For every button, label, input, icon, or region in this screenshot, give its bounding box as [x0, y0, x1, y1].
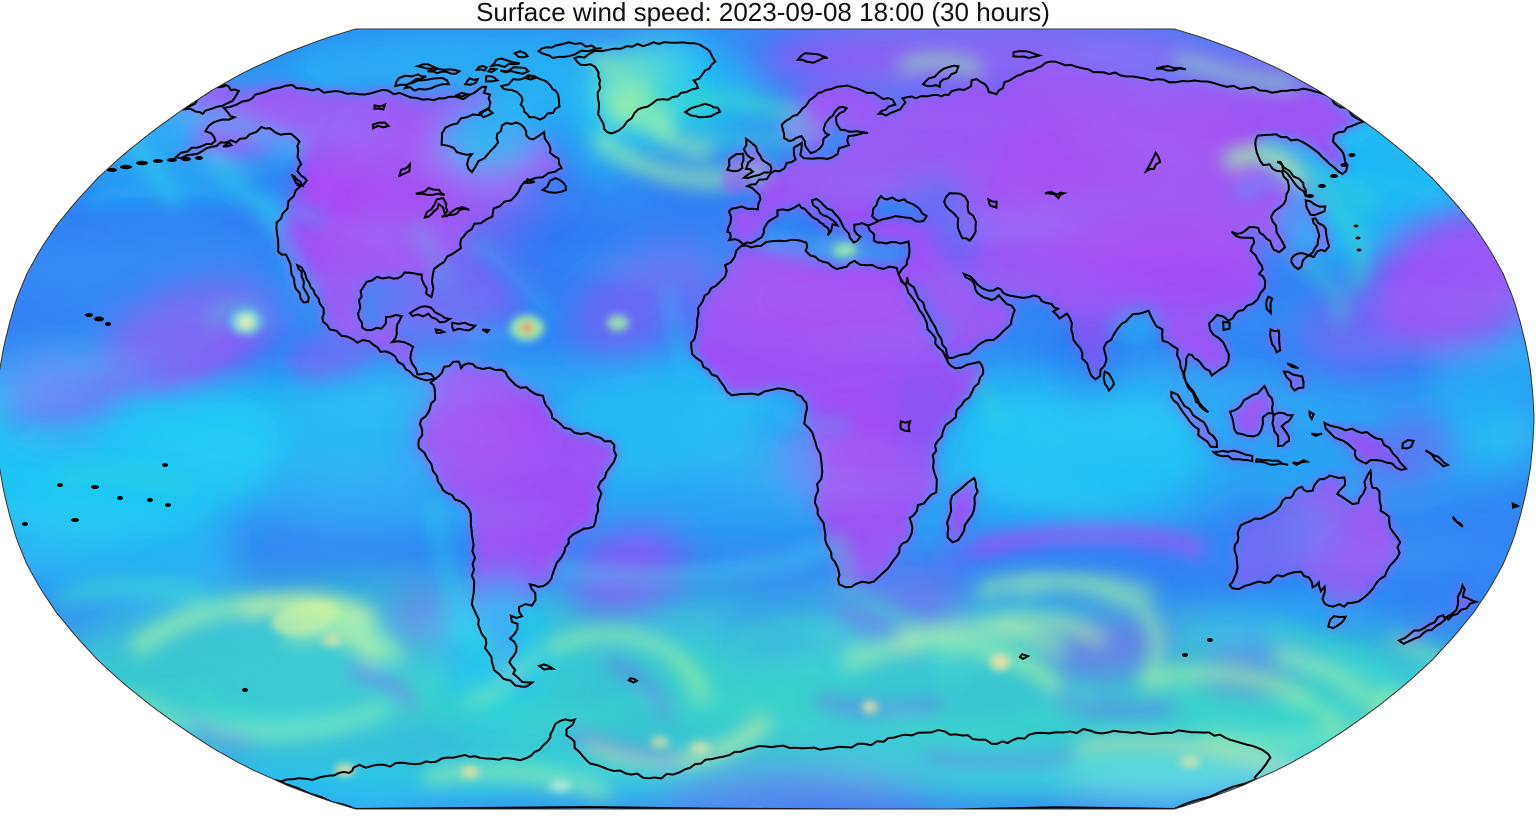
- svg-text:Surface wind speed: 2023-09-08: Surface wind speed: 2023-09-08 18:00 (30…: [476, 0, 1050, 27]
